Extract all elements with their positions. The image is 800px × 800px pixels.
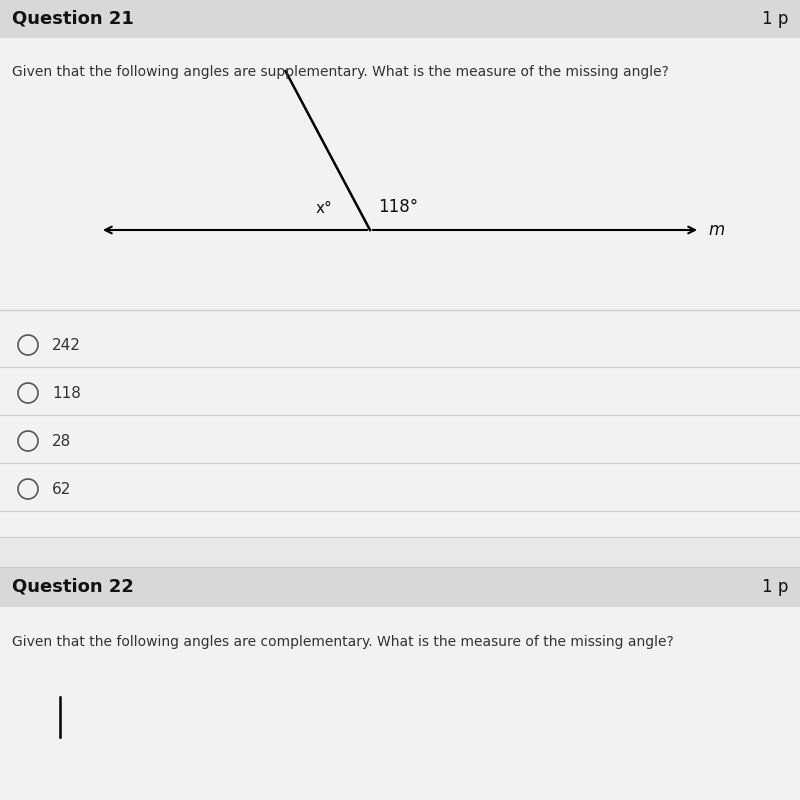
Text: x°: x°: [315, 201, 332, 216]
Text: 118: 118: [52, 386, 81, 401]
Text: m: m: [708, 221, 724, 239]
Bar: [0, 567, 800, 607]
Text: Given that the following angles are supplementary. What is the measure of the mi: Given that the following angles are supp…: [12, 65, 669, 79]
Text: Question 22: Question 22: [12, 578, 134, 596]
Bar: [0, 607, 800, 800]
Bar: [0, 537, 800, 567]
Text: 62: 62: [52, 482, 71, 497]
Text: Given that the following angles are complementary. What is the measure of the mi: Given that the following angles are comp…: [12, 635, 674, 649]
Bar: [0, 38, 800, 578]
Text: 242: 242: [52, 338, 81, 353]
Text: Question 21: Question 21: [12, 10, 134, 28]
Text: 28: 28: [52, 434, 71, 449]
Text: 1 p: 1 p: [762, 10, 788, 28]
Text: 118°: 118°: [378, 198, 418, 216]
Text: 1 p: 1 p: [762, 578, 788, 596]
Bar: [0, 0, 800, 38]
